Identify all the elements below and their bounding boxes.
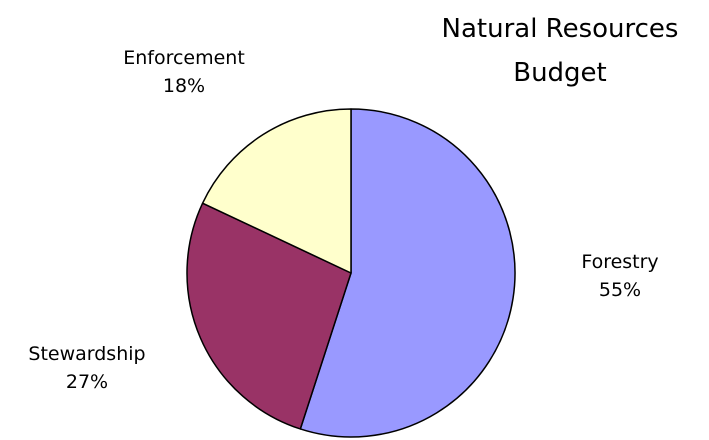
pie-slice-forestry [299,108,516,438]
label-forestry-pct: 55% [598,279,642,301]
chart-title-line-1: Natural Resources [441,14,679,44]
label-stewardship: Stewardship 27% [2,340,172,396]
label-forestry-name: Forestry [581,251,659,273]
label-enforcement-name: Enforcement [123,47,245,69]
chart-title-line-2: Budget [513,58,607,88]
label-enforcement-pct: 18% [162,75,206,97]
label-enforcement: Enforcement 18% [99,44,269,100]
label-forestry: Forestry 55% [535,248,705,304]
pie-slice-enforcement [201,108,352,274]
pie-slice-stewardship [186,202,352,430]
label-stewardship-name: Stewardship [28,343,146,365]
label-stewardship-pct: 27% [65,371,109,393]
